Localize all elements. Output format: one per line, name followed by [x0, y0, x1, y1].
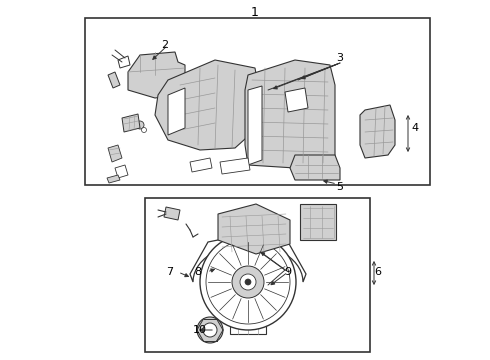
Polygon shape — [108, 72, 120, 88]
Polygon shape — [285, 88, 308, 112]
Circle shape — [203, 323, 217, 337]
Circle shape — [197, 317, 223, 343]
Polygon shape — [190, 158, 212, 172]
Text: 3: 3 — [337, 53, 343, 63]
Polygon shape — [155, 60, 258, 150]
Circle shape — [240, 274, 256, 290]
Bar — [85, 18, 430, 185]
Text: 2: 2 — [161, 40, 169, 50]
Polygon shape — [190, 234, 306, 282]
Polygon shape — [360, 105, 395, 158]
Polygon shape — [128, 52, 185, 98]
Polygon shape — [245, 60, 335, 168]
Text: 10: 10 — [193, 325, 207, 335]
Circle shape — [200, 234, 296, 330]
Polygon shape — [300, 204, 336, 240]
Polygon shape — [230, 320, 266, 334]
Circle shape — [136, 121, 144, 129]
Circle shape — [132, 117, 138, 122]
Polygon shape — [164, 207, 180, 220]
Polygon shape — [122, 114, 140, 132]
Polygon shape — [108, 145, 122, 162]
Polygon shape — [218, 204, 290, 254]
Text: 1: 1 — [251, 5, 259, 18]
Polygon shape — [107, 175, 120, 183]
Polygon shape — [220, 158, 250, 174]
Text: 5: 5 — [337, 182, 343, 192]
Text: 6: 6 — [374, 267, 382, 277]
Polygon shape — [290, 155, 340, 180]
Polygon shape — [118, 56, 130, 68]
Circle shape — [245, 279, 251, 285]
Bar — [145, 198, 370, 352]
Circle shape — [142, 127, 147, 132]
Text: 7: 7 — [167, 267, 173, 277]
Polygon shape — [248, 86, 262, 165]
Polygon shape — [168, 88, 185, 135]
Polygon shape — [115, 165, 128, 178]
Circle shape — [206, 240, 290, 324]
Circle shape — [232, 266, 264, 298]
Text: 9: 9 — [284, 267, 292, 277]
Text: 8: 8 — [195, 267, 201, 277]
Text: 4: 4 — [412, 123, 418, 133]
